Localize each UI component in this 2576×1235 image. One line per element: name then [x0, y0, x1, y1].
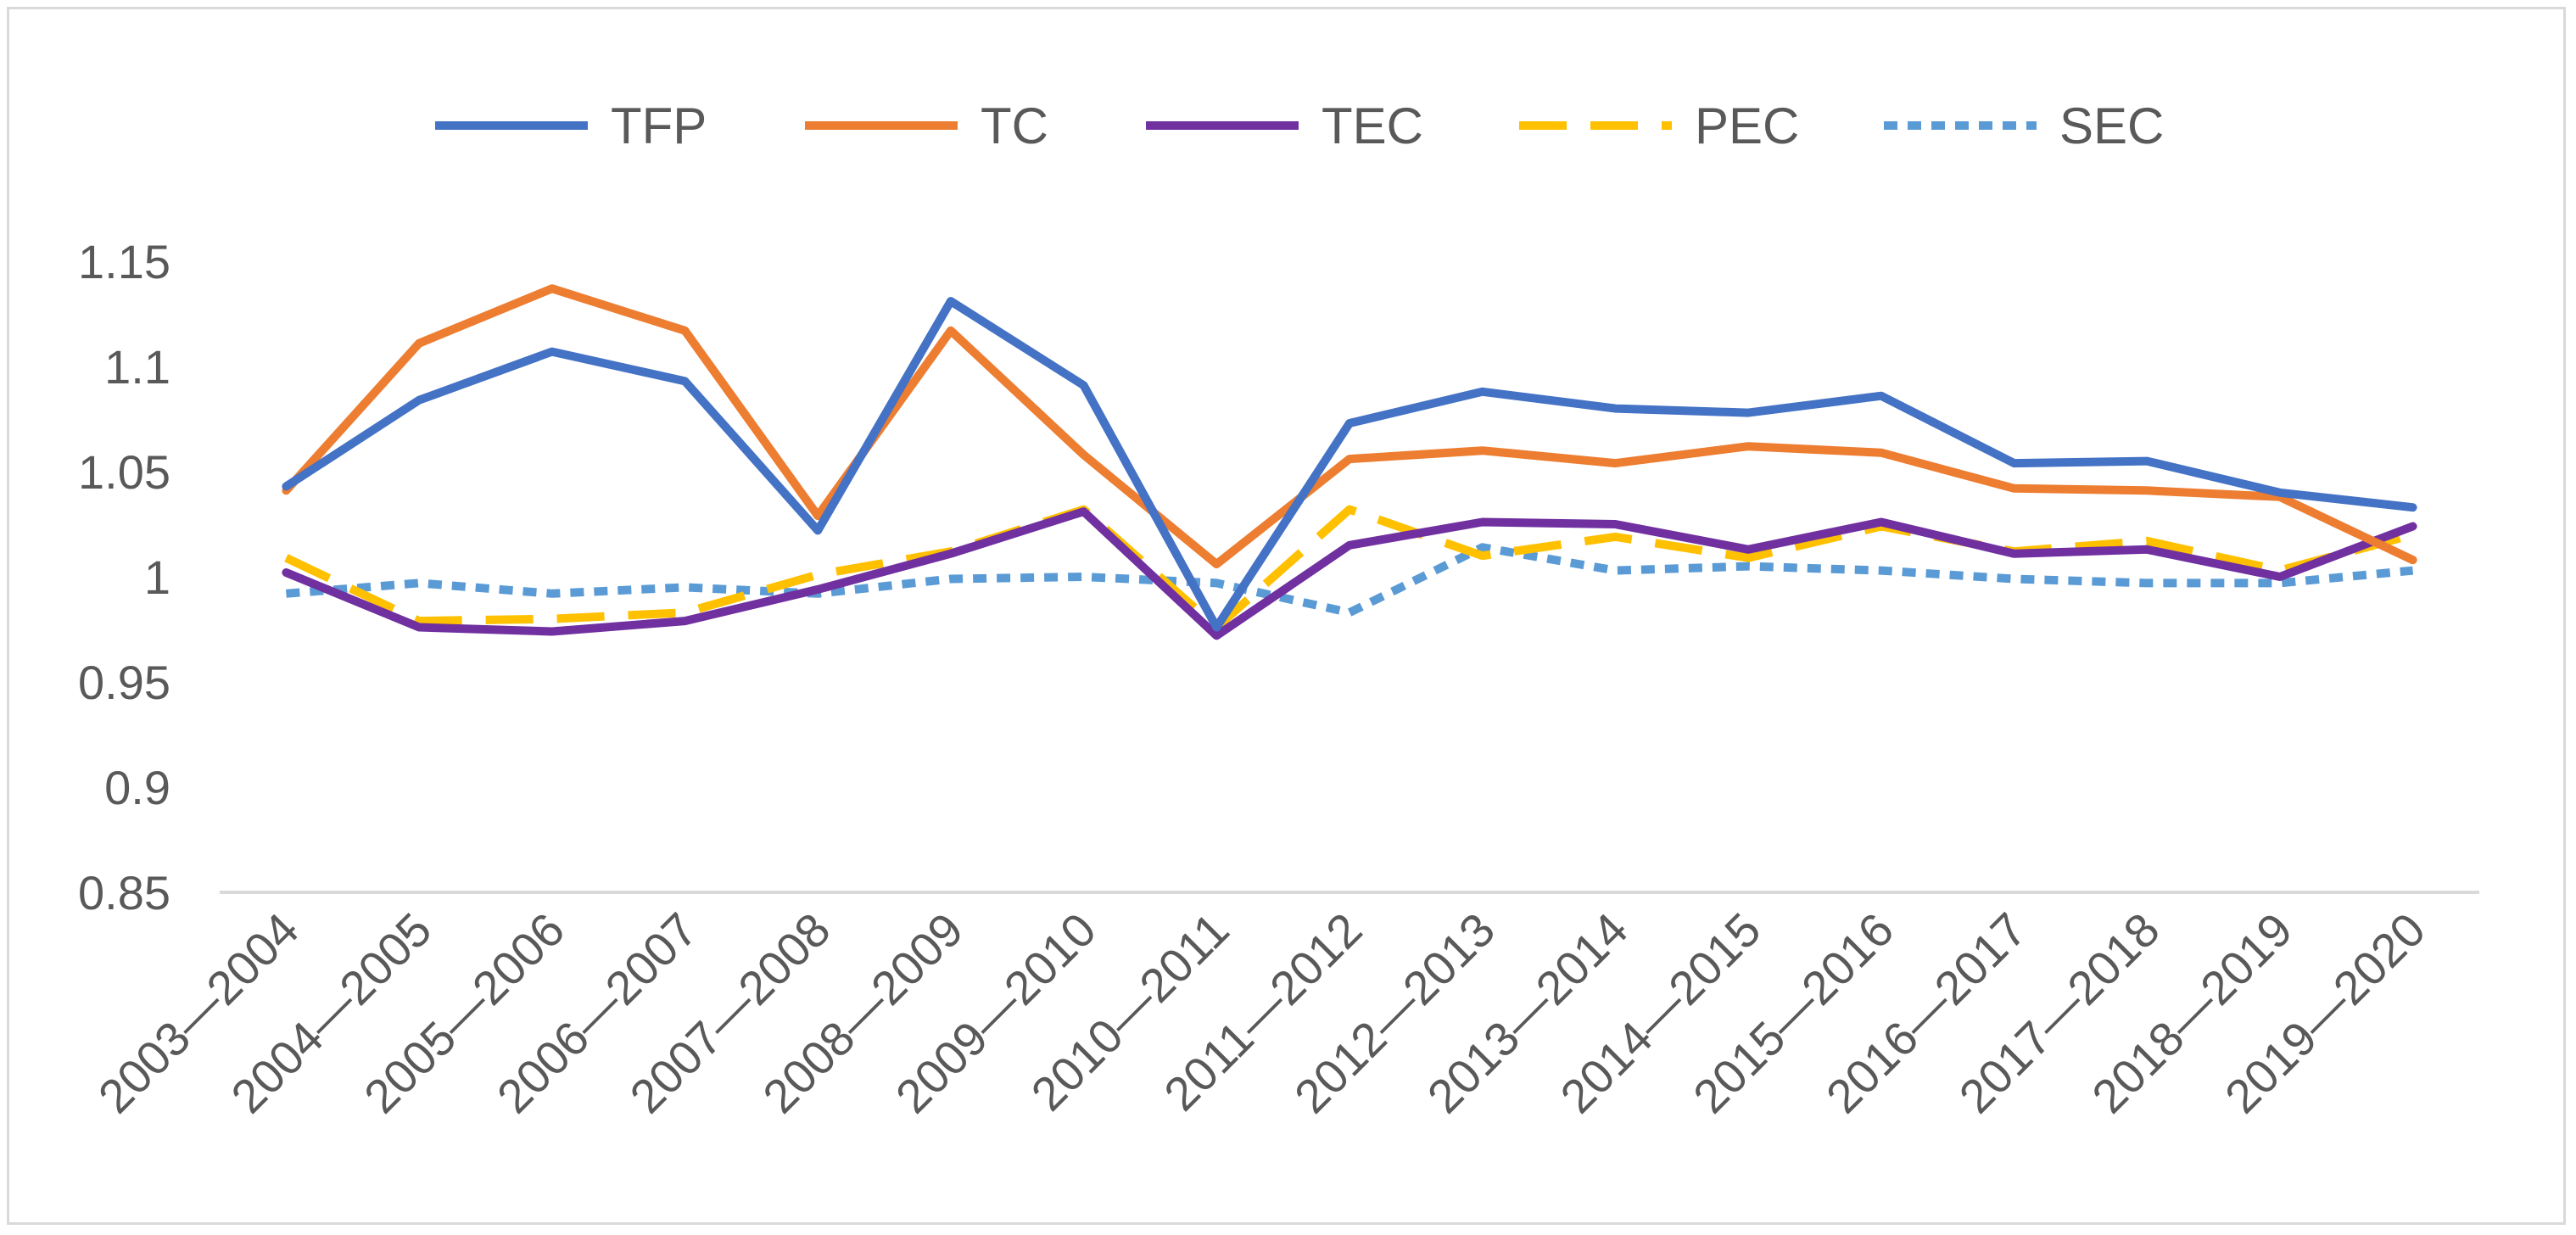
y-tick-label: 1: [144, 550, 170, 604]
series-line-sec: [286, 543, 2414, 618]
legend: TFP TC TEC PEC SEC: [435, 98, 2164, 154]
y-tick-label: 1.05: [78, 445, 170, 499]
series-line-tc: [282, 284, 2417, 569]
legend-item-sec: SEC: [1884, 98, 2164, 154]
legend-label-pec: PEC: [1695, 98, 1799, 154]
legend-item-pec: PEC: [1519, 98, 1799, 154]
y-axis: 0.85 0.9 0.95 1 1.05 1.1 1.15: [78, 235, 170, 919]
series-group: [282, 284, 2417, 640]
y-tick-label: 1.15: [78, 235, 170, 288]
y-tick-label: 0.85: [78, 866, 170, 919]
legend-label-tec: TEC: [1322, 98, 1423, 154]
line-chart: TFP TC TEC PEC SEC 0.85 0.9 0.95 1 1.05 1.1 1.15 2…: [78, 98, 2479, 1123]
legend-label-sec: SEC: [2059, 98, 2164, 154]
legend-label-tc: TC: [981, 98, 1048, 154]
legend-item-tfp: TFP: [435, 98, 707, 154]
chart-frame: TFP TC TEC PEC SEC 0.85 0.9 0.95 1 1.05 1.1 1.15 2…: [7, 7, 2566, 1225]
y-tick-label: 0.9: [104, 761, 170, 814]
series-line-tfp: [282, 297, 2417, 632]
y-tick-label: 0.95: [78, 656, 170, 709]
series-line-tec: [282, 507, 2417, 640]
x-axis: 2003—20042004—20052005—20062006—20072007…: [88, 891, 2479, 1123]
legend-item-tec: TEC: [1146, 98, 1423, 154]
legend-label-tfp: TFP: [611, 98, 707, 154]
y-tick-label: 1.1: [104, 340, 170, 394]
series-line-pec: [284, 505, 2414, 632]
legend-item-tc: TC: [805, 98, 1048, 154]
